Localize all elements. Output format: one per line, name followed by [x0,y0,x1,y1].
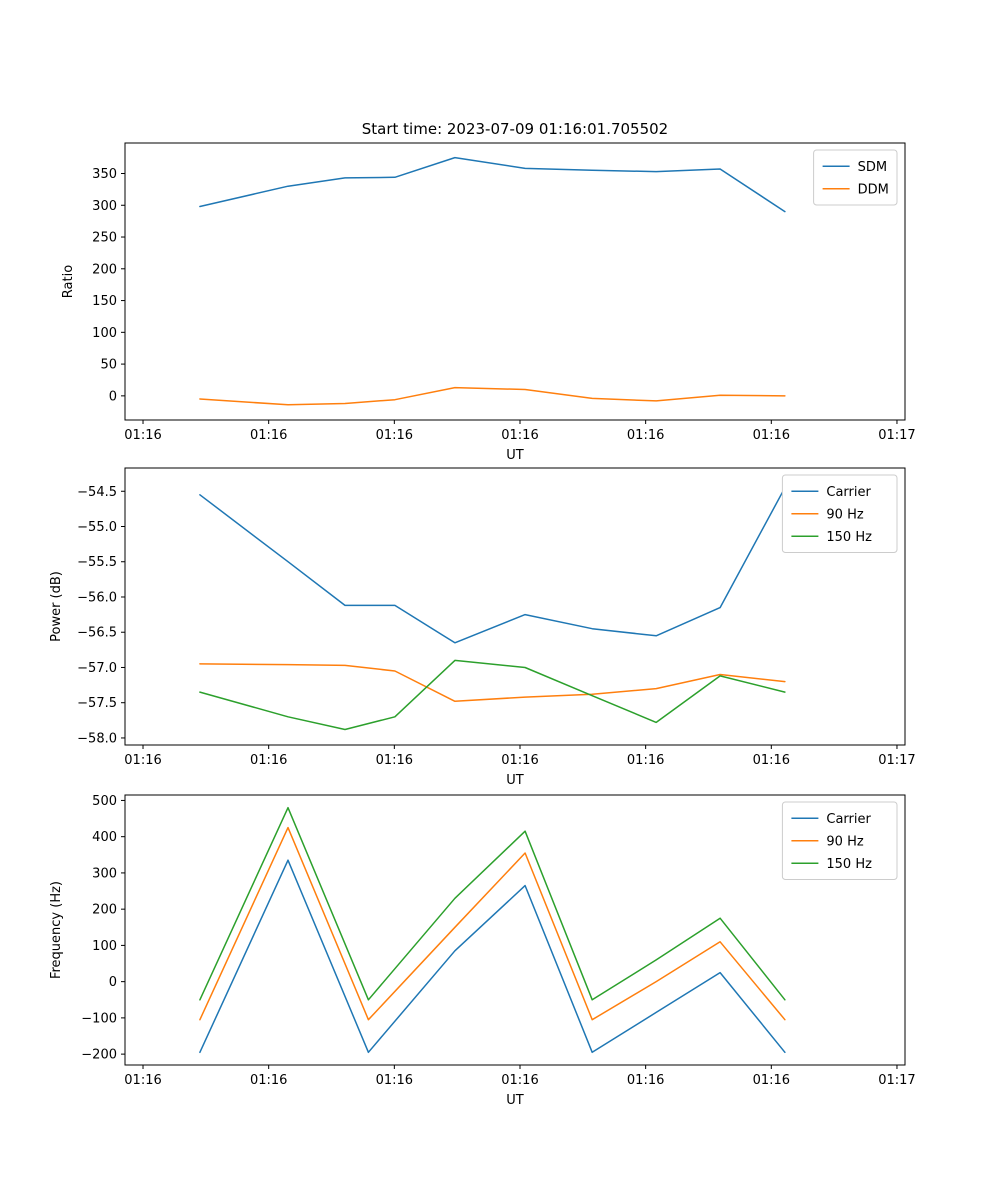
series-150-hz-line [199,659,786,731]
legend-entry: Carrier [791,812,872,827]
series-sdm-line [199,156,786,213]
frequency-y-axis-label: Frequency (Hz) [49,881,64,979]
power-x-axis-label: UT [506,773,524,788]
power-plot-frame [124,467,906,746]
power-chart-group: −58.0 −57.5 −57.0 −56.5 −56.0 −55.5 −55.0 −54.5… [49,467,916,788]
x-tick-label: 01:16 [627,753,664,768]
ratio-x-axis-label: UT [506,448,524,463]
power-y-axis-label: Power (dB) [49,571,64,642]
x-tick-label: 01:16 [124,753,161,768]
legend-label: 150 Hz [826,857,872,872]
series-carrier-line [199,486,786,644]
legend-entry: 90 Hz [791,834,864,849]
y-tick-label: 500 [92,794,117,809]
y-tick-label: 200 [92,903,117,918]
legend-label: Carrier [826,485,871,500]
y-tick-label: −54.5 [77,485,117,500]
y-tick-label: 100 [92,939,117,954]
power-legend-box [781,474,898,553]
legend-label: 90 Hz [826,507,863,522]
x-tick-label: 01:16 [501,753,538,768]
series-carrier-line [199,859,786,1054]
ratio-y-axis-label: Ratio [61,265,76,298]
ratio-legend-box [813,149,898,206]
x-tick-label: 01:16 [753,1073,790,1088]
y-tick-label: −200 [81,1048,117,1063]
series-150-hz-line [199,806,786,1001]
x-tick-label: 01:16 [376,1073,413,1088]
y-tick-label: −58.0 [77,731,117,746]
x-tick-label: 01:16 [501,1073,538,1088]
legend-label: DDM [858,182,889,197]
legend-label: Carrier [826,812,871,827]
legend-entry: 150 Hz [791,530,872,545]
y-tick-label: 300 [92,199,117,214]
legend-label: 90 Hz [826,834,863,849]
y-tick-label: −56.5 [77,626,117,641]
x-tick-label: 01:16 [124,428,161,443]
frequency-x-axis-label: UT [506,1093,524,1108]
y-tick-label: 300 [92,866,117,881]
y-tick-label: 150 [92,294,117,309]
legend-label: SDM [858,160,887,175]
x-tick-label: 01:16 [250,753,287,768]
series-90-hz-line [199,826,786,1021]
y-tick-label: 400 [92,830,117,845]
y-tick-label: 350 [92,167,117,182]
frequency-plot-frame [124,794,906,1066]
x-tick-label: 01:16 [124,1073,161,1088]
legend-entry: Carrier [791,485,872,500]
x-tick-label: 01:16 [753,753,790,768]
y-tick-label: −55.0 [77,520,117,535]
y-tick-label: −56.0 [77,590,117,605]
figure-title: Start time: 2023-07-09 01:16:01.705502 [361,120,669,138]
y-tick-label: −100 [81,1011,117,1026]
x-tick-label: 01:16 [250,1073,287,1088]
y-tick-label: 100 [92,326,117,341]
x-tick-label: 01:17 [878,753,915,768]
frequency-legend-box [781,801,898,880]
x-tick-label: 01:17 [878,428,915,443]
legend-entry: SDM [822,160,887,175]
y-tick-label: −55.5 [77,555,117,570]
legend-label: 150 Hz [826,530,872,545]
frequency-chart-group: −200 −100 0 100 200 300 400 500 01:16 01:16 01:16 0… [49,794,916,1108]
x-tick-label: 01:16 [376,428,413,443]
x-tick-label: 01:16 [753,428,790,443]
y-tick-label: −57.0 [77,661,117,676]
y-tick-label: 200 [92,262,117,277]
x-tick-label: 01:16 [250,428,287,443]
x-tick-label: 01:16 [627,1073,664,1088]
y-tick-label: 50 [100,358,117,373]
y-tick-label: 0 [109,975,117,990]
ratio-plot-frame [124,142,906,421]
series-ddm-line [199,386,786,406]
x-tick-label: 01:16 [627,428,664,443]
legend-entry: 90 Hz [791,507,864,522]
y-tick-label: −57.5 [77,696,117,711]
x-tick-label: 01:16 [501,428,538,443]
legend-entry: 150 Hz [791,857,872,872]
y-tick-label: 0 [109,389,117,404]
x-tick-label: 01:17 [878,1073,915,1088]
legend-entry: DDM [822,182,889,197]
y-tick-label: 250 [92,231,117,246]
series-90-hz-line [199,663,786,703]
ratio-chart-group: 0 50 100 150 200 250 300 350 01:16 01:16 01:16 01:1… [61,142,916,463]
x-tick-label: 01:16 [376,753,413,768]
